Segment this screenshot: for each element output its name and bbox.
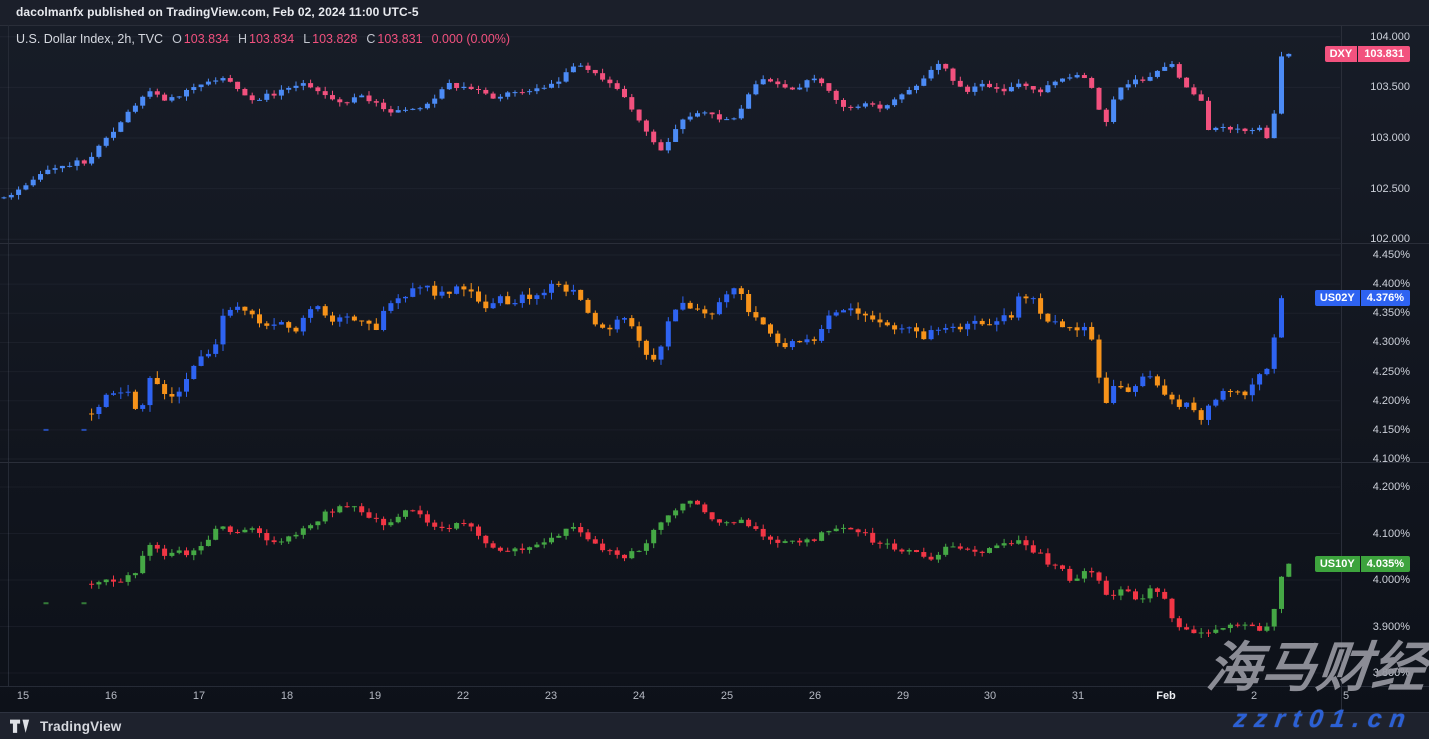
time-axis-label: 17	[192, 690, 206, 702]
footer-separator	[0, 712, 1429, 713]
price-tick-US10Y: 4.100%	[1372, 527, 1410, 540]
price-tick-US10Y: 4.000%	[1372, 574, 1410, 586]
time-axis-label: 23	[544, 690, 558, 702]
pane-resize-handle-1[interactable]	[0, 243, 1429, 244]
price-tick-DXY: 102.500	[1370, 182, 1410, 195]
time-axis-separator	[0, 686, 1429, 687]
badge-value: 4.035%	[1360, 555, 1410, 572]
time-axis-label: 25	[720, 690, 734, 702]
time-axis-label: 18	[280, 690, 294, 702]
price-tick-US02Y: 4.400%	[1372, 278, 1410, 291]
price-tick-US02Y: 4.300%	[1372, 336, 1410, 349]
chart-background[interactable]	[0, 25, 1429, 713]
price-badge-US02Y: US02Y 4.376%	[1314, 290, 1410, 307]
price-tick-US10Y: 4.200%	[1372, 481, 1410, 493]
plot-left-border	[8, 25, 9, 686]
badge-symbol: US02Y	[1314, 290, 1360, 307]
price-tick-US02Y: 4.150%	[1372, 423, 1410, 436]
pane-DXY	[0, 36, 1340, 240]
time-axis-label: 2	[1250, 690, 1258, 702]
price-tick-DXY: 103.500	[1370, 81, 1410, 94]
time-axis-label: 19	[368, 690, 382, 702]
tradingview-brand-text[interactable]: TradingView	[40, 718, 122, 734]
price-badge-US10Y: US10Y 4.035%	[1314, 555, 1410, 572]
pane-US10Y	[0, 486, 1340, 674]
price-axis-separator	[1341, 25, 1342, 712]
publish-header: dacolmanfx published on TradingView.com,…	[0, 0, 1429, 25]
badge-symbol: DXY	[1324, 45, 1358, 62]
price-tick-DXY: 103.000	[1370, 132, 1410, 144]
price-tick-DXY: 104.000	[1370, 30, 1410, 43]
time-axis-label: 24	[632, 690, 646, 702]
legend-change: 0.000 (0.00%)	[431, 32, 511, 46]
time-axis-label: 16	[104, 690, 118, 702]
watermark-url: zzrt01.cn	[1232, 705, 1416, 733]
legend-close: C 103.831	[366, 32, 423, 46]
price-tick-US02Y: 4.350%	[1372, 307, 1410, 320]
price-tick-US02Y: 4.200%	[1372, 394, 1410, 407]
price-tick-US02Y: 4.100%	[1372, 453, 1410, 466]
time-axis-label: 22	[456, 690, 470, 702]
time-axis-label: 30	[983, 690, 997, 702]
symbol-legend: U.S. Dollar Index, 2h, TVC O 103.834 H 103…	[16, 32, 510, 46]
time-axis-label: Feb	[1156, 690, 1176, 702]
legend-open: O 103.834	[172, 32, 229, 46]
badge-value: 103.831	[1358, 45, 1410, 62]
time-axis-label: 5	[1342, 690, 1350, 702]
time-axis-label: 31	[1071, 690, 1085, 702]
publish-text: dacolmanfx published on TradingView.com,…	[16, 5, 419, 19]
time-axis-label: 15	[16, 690, 30, 702]
watermark-cn: 海马财经	[1203, 636, 1429, 699]
legend-title: U.S. Dollar Index, 2h, TVC	[16, 32, 164, 46]
price-tick-US02Y: 4.250%	[1372, 365, 1410, 378]
time-axis-label: 29	[896, 690, 910, 702]
legend-high: H 103.834	[237, 32, 295, 46]
badge-symbol: US10Y	[1314, 555, 1360, 572]
pane-US02Y	[0, 254, 1340, 460]
legend-low: L 103.828	[303, 32, 358, 46]
footer-toolbar: TradingView	[0, 713, 1429, 739]
price-tick-US02Y: 4.450%	[1372, 249, 1410, 261]
tradingview-logo-icon[interactable]	[10, 719, 32, 734]
price-badge-DXY: DXY 103.831	[1324, 45, 1410, 62]
pane-resize-handle-2[interactable]	[0, 462, 1429, 463]
price-tick-US10Y: 3.900%	[1372, 620, 1410, 633]
time-axis-label: 26	[808, 690, 822, 702]
price-tick-US10Y: 3.800%	[1372, 667, 1410, 679]
badge-value: 4.376%	[1360, 290, 1410, 307]
price-tick-DXY: 102.000	[1370, 233, 1410, 246]
